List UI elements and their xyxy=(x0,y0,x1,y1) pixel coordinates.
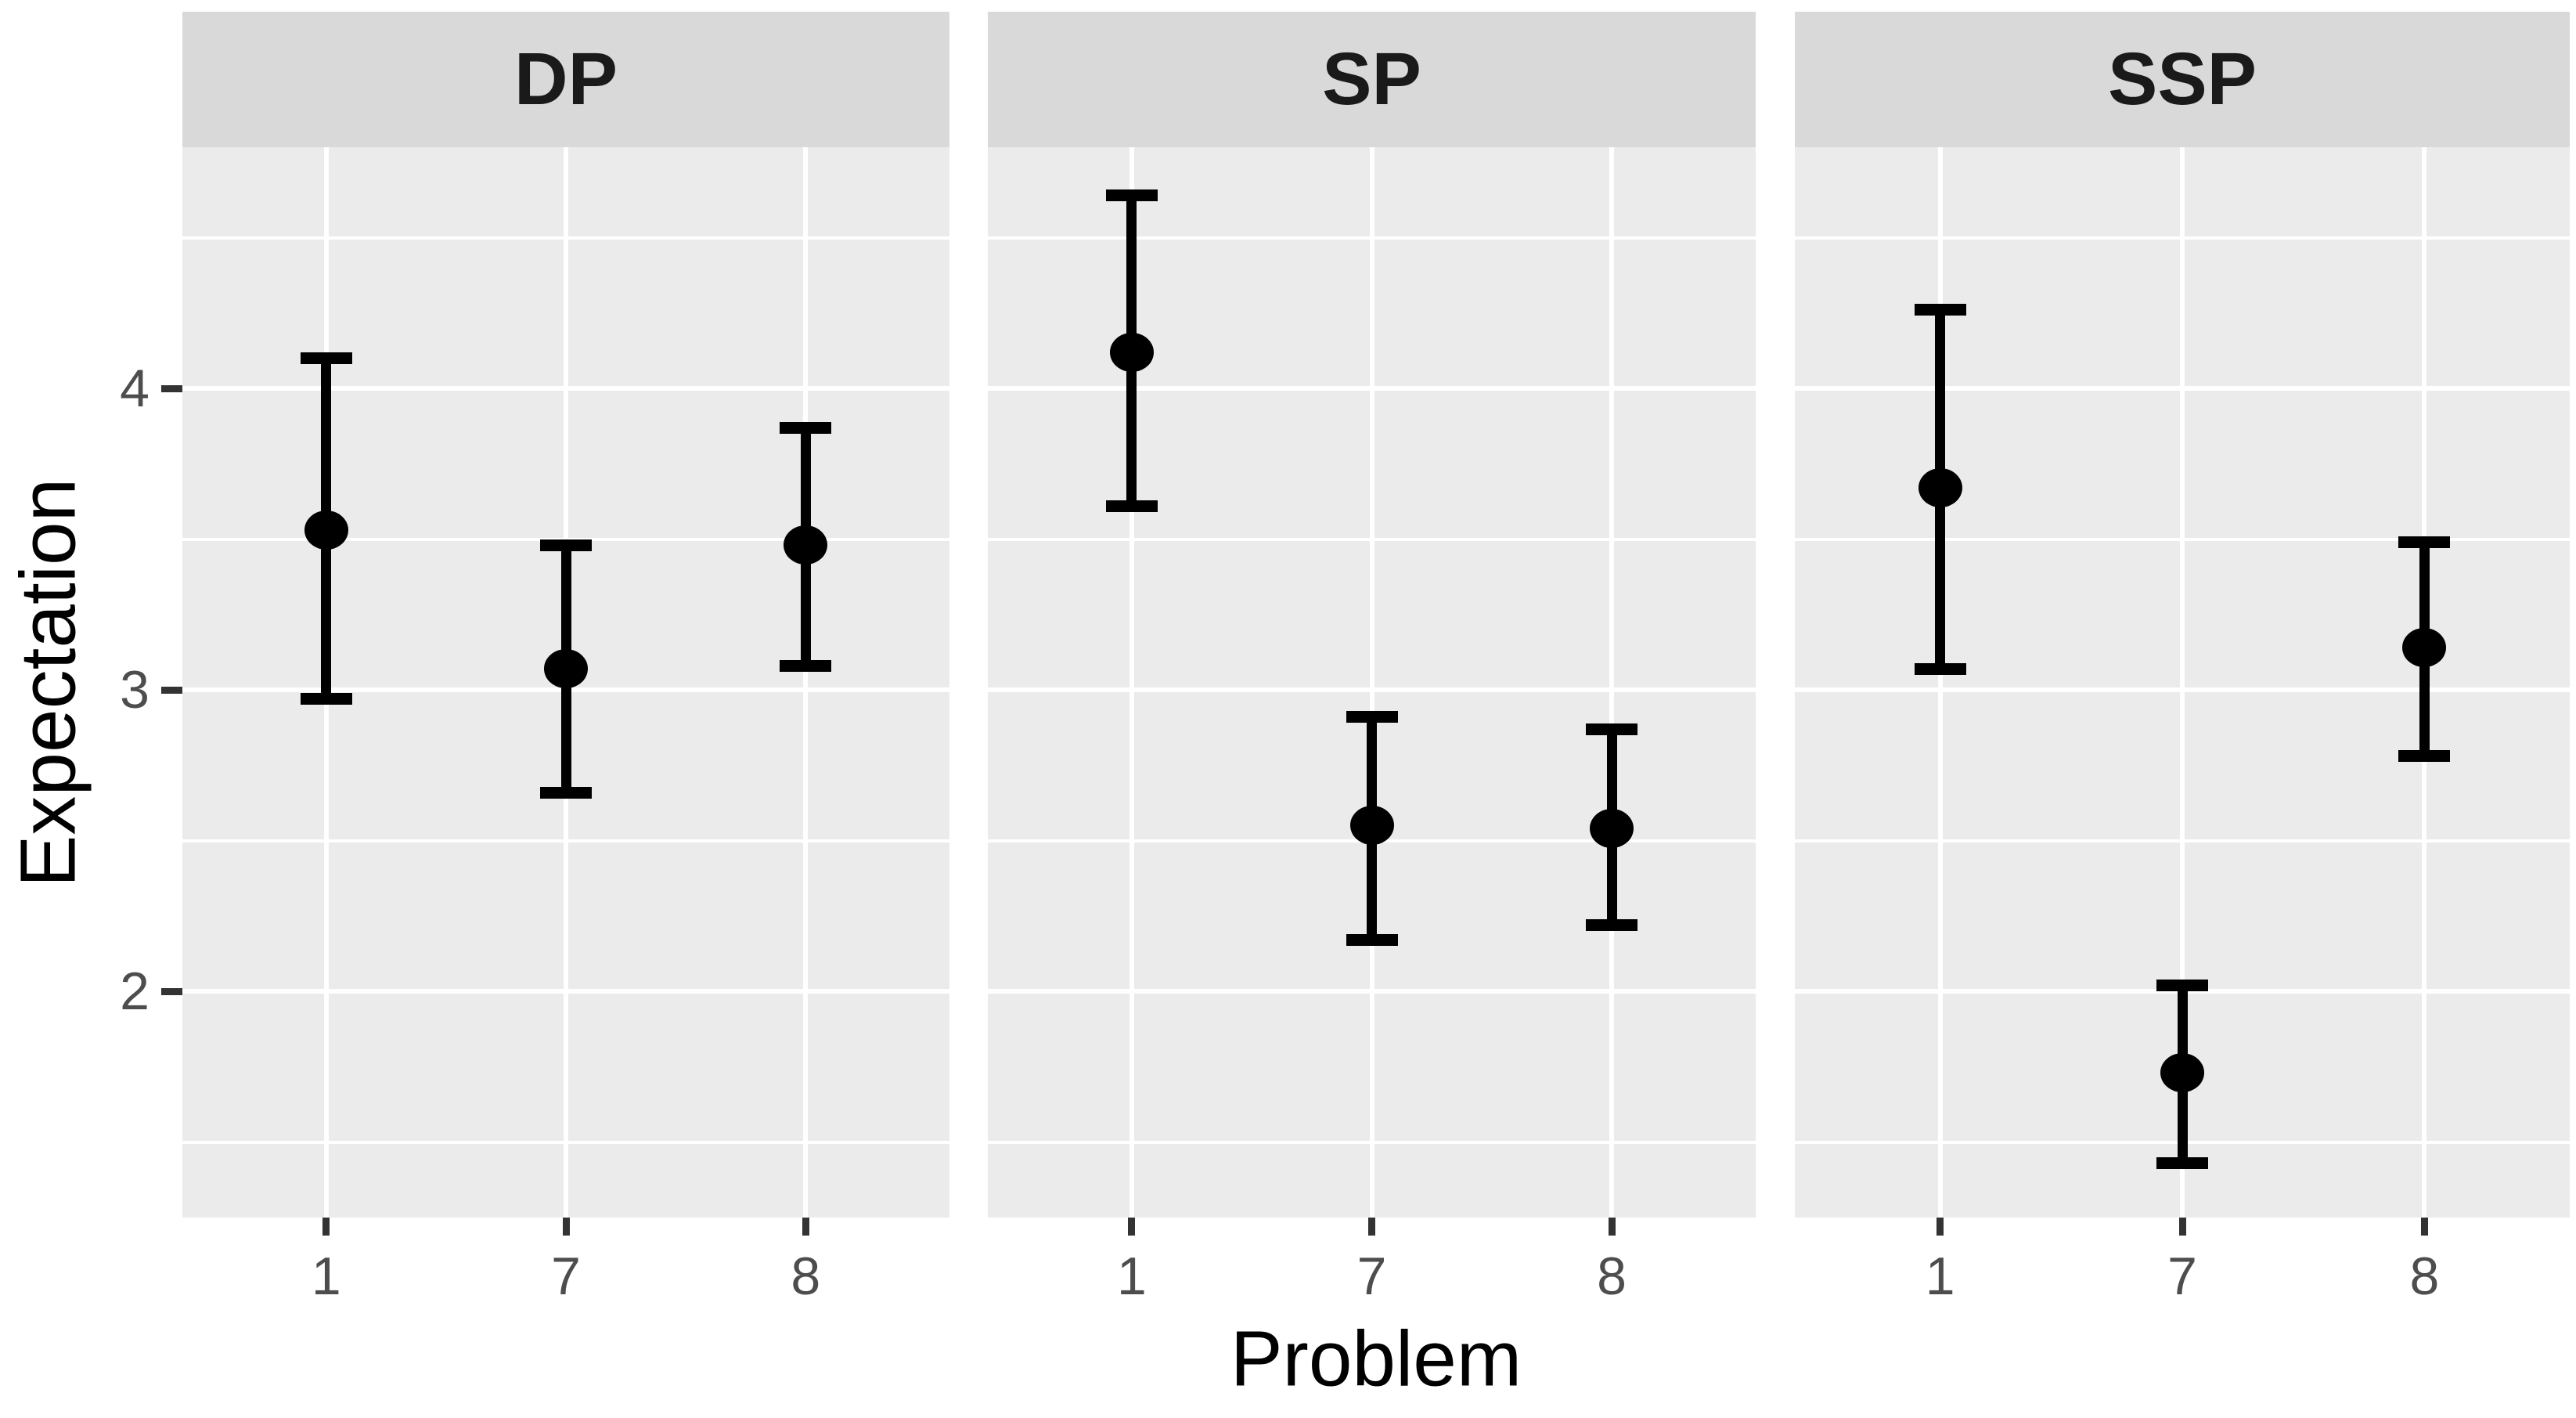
x-axis-title: Problem xyxy=(1230,1315,1522,1403)
y-axis-tick-label: 4 xyxy=(120,358,150,418)
x-axis-tick-mark xyxy=(1608,1218,1616,1236)
x-axis-tick-mark xyxy=(1937,1218,1944,1236)
error-bar-cap-lower xyxy=(1105,500,1158,512)
data-point xyxy=(304,511,348,550)
major-gridline-vertical xyxy=(1129,147,1134,1218)
facet-strip-label: SP xyxy=(1322,38,1421,121)
x-axis-tick-label: 7 xyxy=(1356,1246,1387,1306)
y-axis-tick-label: 2 xyxy=(120,961,150,1021)
x-axis-tick-label: 8 xyxy=(1597,1246,1627,1306)
x-axis-tick-label: 7 xyxy=(551,1246,581,1306)
error-bar-cap-upper xyxy=(2398,536,2451,548)
x-axis-tick-mark xyxy=(802,1218,809,1236)
y-axis-tick-mark xyxy=(161,686,182,694)
error-bar-cap-lower xyxy=(780,659,832,672)
error-bar-cap-upper xyxy=(540,539,592,551)
facet-panel xyxy=(182,147,949,1218)
error-bar-cap-lower xyxy=(540,786,592,799)
x-axis-tick-label: 8 xyxy=(791,1246,821,1306)
x-axis-tick-mark xyxy=(2420,1218,2428,1236)
x-axis-tick-mark xyxy=(322,1218,330,1236)
x-axis-tick-label: 1 xyxy=(1117,1246,1147,1306)
data-point xyxy=(2402,628,2447,668)
x-axis-tick-mark xyxy=(1368,1218,1375,1236)
data-point xyxy=(1918,468,1962,508)
x-axis-tick-label: 8 xyxy=(2409,1246,2440,1306)
major-gridline-vertical xyxy=(1937,147,1943,1218)
data-point xyxy=(1590,809,1634,849)
major-gridline-vertical xyxy=(2180,147,2185,1218)
facet-strip: DP xyxy=(182,12,949,147)
error-bar-cap-upper xyxy=(780,421,832,434)
error-bar-cap-upper xyxy=(1586,723,1638,735)
error-bar-cap-lower xyxy=(1346,934,1398,947)
data-point xyxy=(1349,806,1394,846)
error-bar-cap-upper xyxy=(300,352,352,365)
data-point xyxy=(544,649,588,689)
y-axis-tick-label: 3 xyxy=(120,659,150,720)
data-point xyxy=(2160,1053,2204,1093)
facet-strip-label: SSP xyxy=(2107,38,2257,121)
error-bar-cap-upper xyxy=(1105,189,1158,202)
error-bar-cap-lower xyxy=(1586,918,1638,931)
major-gridline-vertical xyxy=(1369,147,1374,1218)
data-point xyxy=(784,525,828,565)
x-axis-tick-label: 1 xyxy=(311,1246,341,1306)
facet-panel xyxy=(1795,147,2570,1218)
y-axis-tick-mark xyxy=(161,987,182,995)
data-point xyxy=(1109,332,1154,372)
facet-strip: SP xyxy=(988,12,1756,147)
x-axis-tick-mark xyxy=(2178,1218,2186,1236)
x-axis-tick-label: 7 xyxy=(2167,1246,2197,1306)
major-gridline-vertical xyxy=(803,147,809,1218)
error-bar-cap-lower xyxy=(1914,662,1966,675)
x-axis-tick-mark xyxy=(562,1218,570,1236)
facet-strip-label: DP xyxy=(514,38,618,121)
error-bar-cap-lower xyxy=(2156,1157,2208,1170)
facet-strip: SSP xyxy=(1795,12,2570,147)
error-bar-cap-upper xyxy=(1914,304,1966,316)
error-bar-cap-upper xyxy=(2156,979,2208,991)
y-axis-tick-mark xyxy=(161,384,182,392)
error-bar-cap-upper xyxy=(1346,711,1398,723)
x-axis-tick-mark xyxy=(1128,1218,1136,1236)
x-axis-tick-label: 1 xyxy=(1925,1246,1955,1306)
error-bar-cap-lower xyxy=(300,693,352,705)
error-bar-cap-lower xyxy=(2398,750,2451,763)
facet-panel xyxy=(988,147,1756,1218)
major-gridline-vertical xyxy=(1609,147,1615,1218)
